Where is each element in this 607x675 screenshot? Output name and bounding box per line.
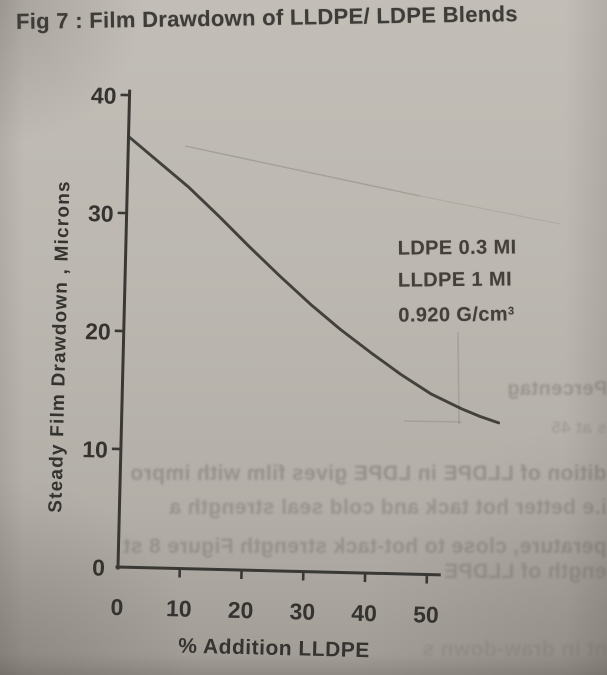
scan-artifact-line [184, 145, 421, 197]
y-tick-label: 30 [88, 200, 114, 227]
y-axis-line [116, 89, 132, 570]
x-tick-label: 20 [227, 597, 253, 624]
annotation-ldpe-mi: LDPE 0.3 MI [397, 236, 517, 260]
scan-artifact-line [419, 195, 561, 225]
x-tick-label: 50 [413, 601, 439, 628]
chart-annotation-block: LDPE 0.3 MI LLDPE 1 MI 0.920 G/cm3 [397, 231, 517, 331]
ghost-axis-horizontal [403, 420, 463, 423]
annotation-lldpe-mi: LLDPE 1 MI [397, 268, 513, 292]
x-axis-title: % Addition LLDPE [178, 635, 370, 663]
y-tick-label: 0 [92, 554, 105, 580]
x-tick-label: 10 [166, 595, 192, 622]
y-tick-label: 40 [91, 82, 117, 109]
annotation-density: 0.920 G/cm3 [398, 303, 515, 327]
y-axis-title: Steady Film Drawdown , Microns [45, 180, 74, 513]
x-axis-line [115, 565, 441, 577]
ghost-axis-vertical [457, 331, 460, 425]
density-superscript: 3 [507, 305, 515, 318]
x-tick-label: 40 [351, 600, 377, 627]
x-tick-label: 30 [289, 598, 315, 625]
drawdown-curve [127, 134, 501, 425]
plot-area: 0 10 20 30 40 0 10 20 30 40 50 % Addition LLDPE Stea… [45, 82, 501, 663]
y-tick-label: 10 [82, 436, 108, 463]
y-tick-label: 20 [85, 318, 111, 345]
x-tick-label: 0 [110, 594, 123, 620]
